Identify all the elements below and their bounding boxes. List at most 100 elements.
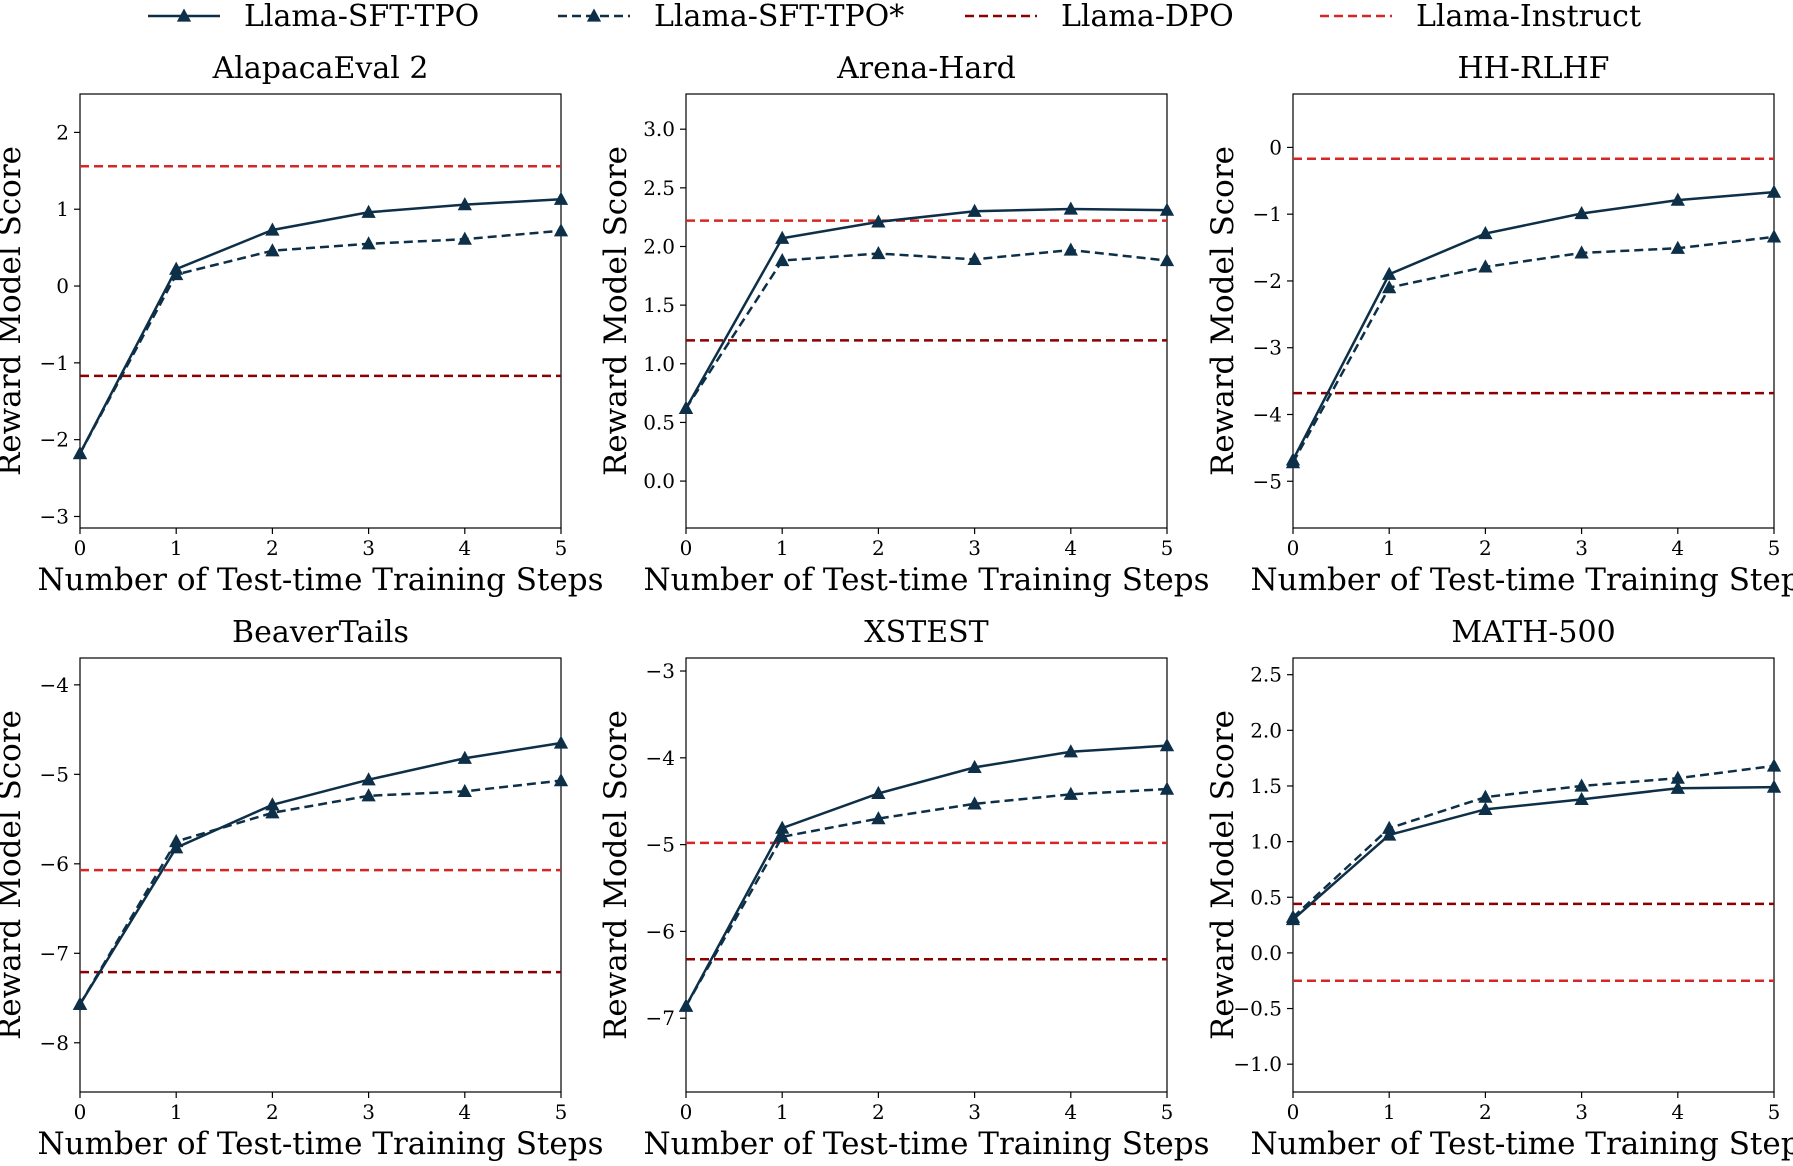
x-tick-label: 0 bbox=[74, 536, 87, 560]
series-line-llama-sft-tpo bbox=[1292, 785, 1775, 921]
point-llama-sft-tpo bbox=[1159, 253, 1175, 267]
legend-label-llama-dpo: Llama-DPO bbox=[1061, 0, 1234, 34]
point-llama-sft-tpo bbox=[871, 246, 886, 260]
x-tick-label: 5 bbox=[1161, 536, 1174, 560]
y-tick-label: −5 bbox=[40, 762, 69, 786]
x-tick-label: 0 bbox=[1287, 1100, 1300, 1124]
point-llama-sft-tpo bbox=[457, 197, 472, 211]
point-llama-sft-tpo bbox=[1766, 184, 1782, 198]
legend-entry-llama-instruct: Llama-Instruct bbox=[1320, 0, 1641, 34]
point-llama-sft-tpo bbox=[553, 191, 569, 205]
point-llama-sft-tpo bbox=[457, 783, 472, 797]
legend-label-llama-instruct: Llama-Instruct bbox=[1416, 0, 1641, 34]
panel-title: HH-RLHF bbox=[1458, 51, 1610, 86]
point-llama-sft-tpo bbox=[457, 750, 472, 764]
legend-entry-llama-sft-tpo: Llama-SFT-TPO* bbox=[558, 0, 904, 34]
x-axis-label: Number of Test-time Training Steps bbox=[644, 562, 1210, 598]
y-tick-label: −2 bbox=[1253, 269, 1282, 293]
point-llama-sft-tpo bbox=[1574, 206, 1589, 220]
y-axis-label: Reward Model Score bbox=[1205, 146, 1241, 476]
plot-frame bbox=[79, 93, 562, 529]
y-tick-label: 1.0 bbox=[1250, 830, 1282, 854]
x-tick-label: 3 bbox=[1575, 536, 1588, 560]
point-llama-sft-tpo bbox=[775, 820, 790, 834]
y-tick-label: 0 bbox=[1269, 135, 1282, 159]
y-tick-label: −4 bbox=[40, 673, 69, 697]
point-llama-sft-tpo bbox=[265, 805, 280, 819]
point-llama-sft-tpo bbox=[967, 203, 982, 217]
point-llama-sft-tpo bbox=[1382, 827, 1397, 841]
x-tick-label: 3 bbox=[362, 1100, 375, 1124]
panel-math-500: MATH-500 −1.0 −0.5 0.0 0.5 1.0 1.5 2.0 2.5 0 1 2 3 4 5… bbox=[1205, 615, 1793, 1162]
point-llama-sft-tpo bbox=[1478, 259, 1493, 273]
y-tick-label: −3 bbox=[646, 659, 675, 683]
series-line-llama-sft-tpo bbox=[1291, 190, 1775, 461]
point-llama-sft-tpo bbox=[1382, 266, 1397, 280]
legend-label-llama-sft-tpo: Llama-SFT-TPO* bbox=[654, 0, 904, 34]
y-tick-label: 0.5 bbox=[1250, 885, 1282, 909]
point-llama-sft-tpo bbox=[1574, 791, 1589, 805]
y-tick-label: −2 bbox=[40, 428, 69, 452]
x-tick-label: 3 bbox=[362, 536, 375, 560]
legend: Llama-SFT-TPO Llama-SFT-TPO* Llama-DPO Llam… bbox=[148, 0, 1641, 34]
y-tick-label: −1 bbox=[1253, 202, 1282, 226]
point-llama-sft-tpo bbox=[1670, 780, 1685, 794]
legend-entry-llama-sft-tpo: Llama-SFT-TPO bbox=[148, 0, 479, 34]
point-llama-sft-tpo bbox=[169, 833, 184, 848]
y-tick-label: −3 bbox=[40, 504, 69, 528]
x-tick-label: 3 bbox=[1575, 1100, 1588, 1124]
y-axis-label: Reward Model Score bbox=[598, 710, 634, 1040]
x-tick-label: 0 bbox=[1287, 536, 1300, 560]
point-llama-sft-tpo bbox=[1063, 744, 1078, 758]
x-tick-label: 1 bbox=[170, 536, 183, 560]
x-tick-label: 4 bbox=[1671, 1100, 1684, 1124]
series-line-llama-sft-tpo bbox=[684, 207, 1168, 409]
point-llama-sft-tpo bbox=[1574, 245, 1589, 259]
x-tick-label: 3 bbox=[968, 536, 981, 560]
series-line-llama-sft-tpo bbox=[1291, 235, 1775, 464]
point-llama-sft-tpo bbox=[1159, 202, 1175, 216]
y-tick-label: 2.5 bbox=[1250, 663, 1282, 687]
y-axis-label: Reward Model Score bbox=[0, 710, 28, 1040]
y-tick-label: 1 bbox=[56, 197, 69, 221]
point-llama-sft-tpo bbox=[967, 759, 982, 773]
x-tick-label: 1 bbox=[776, 1100, 789, 1124]
x-tick-label: 5 bbox=[1768, 536, 1781, 560]
y-tick-label: 1.5 bbox=[1250, 774, 1282, 798]
point-llama-sft-tpo bbox=[1063, 201, 1078, 215]
y-tick-label: 2.0 bbox=[643, 234, 675, 258]
point-llama-sft-tpo bbox=[72, 445, 88, 460]
y-axis-label: Reward Model Score bbox=[1205, 710, 1241, 1040]
point-llama-sft-tpo bbox=[871, 214, 886, 228]
point-llama-sft-tpo bbox=[1478, 801, 1493, 815]
point-llama-sft-tpo bbox=[1063, 786, 1078, 800]
y-tick-label: −1.0 bbox=[1233, 1052, 1282, 1076]
x-axis-label: Number of Test-time Training Steps bbox=[38, 562, 604, 598]
point-llama-sft-tpo bbox=[1766, 779, 1782, 793]
y-tick-label: 3.0 bbox=[643, 117, 675, 141]
x-tick-label: 5 bbox=[1768, 1100, 1781, 1124]
plot-frame bbox=[685, 93, 1168, 529]
point-llama-sft-tpo bbox=[775, 829, 790, 843]
point-llama-sft-tpo bbox=[1478, 226, 1493, 240]
y-tick-label: −7 bbox=[40, 941, 69, 965]
y-tick-label: 1.5 bbox=[643, 293, 675, 317]
panel-title: Arena-Hard bbox=[836, 51, 1016, 86]
point-llama-sft-tpo bbox=[1766, 229, 1782, 243]
series-line-llama-sft-tpo bbox=[684, 787, 1168, 1007]
y-tick-label: −7 bbox=[646, 1006, 675, 1030]
y-tick-label: −0.5 bbox=[1233, 997, 1282, 1021]
point-llama-sft-tpo bbox=[678, 998, 694, 1012]
x-axis-label: Number of Test-time Training Steps bbox=[38, 1126, 604, 1162]
legend-marker-llama-sft-tpo bbox=[176, 8, 192, 22]
point-llama-sft-tpo bbox=[1670, 240, 1685, 254]
x-tick-label: 4 bbox=[1064, 1100, 1077, 1124]
x-tick-label: 2 bbox=[872, 536, 885, 560]
x-tick-label: 1 bbox=[1383, 536, 1396, 560]
point-llama-sft-tpo bbox=[553, 773, 569, 787]
point-llama-sft-tpo bbox=[361, 788, 376, 802]
point-llama-sft-tpo bbox=[265, 222, 280, 236]
point-llama-sft-tpo bbox=[1159, 738, 1175, 752]
y-tick-label: 0.0 bbox=[1250, 941, 1282, 965]
